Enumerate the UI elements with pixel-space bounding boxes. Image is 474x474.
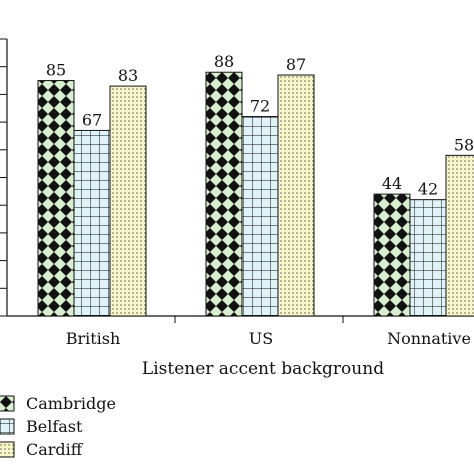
data-label-cardiff-nonnative: 58 [454,135,474,154]
data-label-cardiff-british: 83 [118,66,138,85]
legend-label-cambridge: Cambridge [26,394,116,413]
bar-cambridge-us [205,71,243,317]
bar-belfast-us [241,116,279,317]
data-label-cambridge-us: 88 [214,52,234,71]
data-label-cambridge-nonnative: 44 [382,174,402,193]
bar-cardiff-british [109,85,147,317]
data-label-belfast-british: 67 [82,110,102,129]
data-label-belfast-us: 72 [250,97,270,116]
legend-label-belfast: Belfast [26,417,83,436]
legend: Cambridge Belfast Cardiff [0,394,116,459]
category-label-us: US [249,329,273,348]
bar-cambridge-nonnative [373,193,411,317]
bars [37,71,474,317]
y-ticks [0,38,7,317]
bar-cardiff-nonnative [445,154,474,317]
bar-cardiff-us [277,74,315,317]
legend-swatch-belfast [0,418,15,435]
x-ticks [174,316,344,323]
data-label-belfast-nonnative: 42 [418,180,438,199]
legend-label-cardiff: Cardiff [26,440,84,459]
data-label-cambridge-british: 85 [46,61,66,80]
category-labels: British US Nonnative [66,329,471,348]
legend-swatch-cambridge [0,395,15,412]
category-label-nonnative: Nonnative [387,329,471,348]
bar-belfast-nonnative [409,199,447,317]
x-axis-title: Listener accent background [142,359,384,379]
bar-belfast-british [73,129,111,317]
plot-area: 85 67 83 88 72 87 44 42 58 British US Nonnative [0,38,474,348]
legend-swatch-cardiff [0,441,15,458]
data-labels: 85 67 83 88 72 87 44 42 58 [46,52,474,198]
data-label-cardiff-us: 87 [286,55,306,74]
bar-cambridge-british [37,80,75,317]
category-label-british: British [66,329,121,348]
